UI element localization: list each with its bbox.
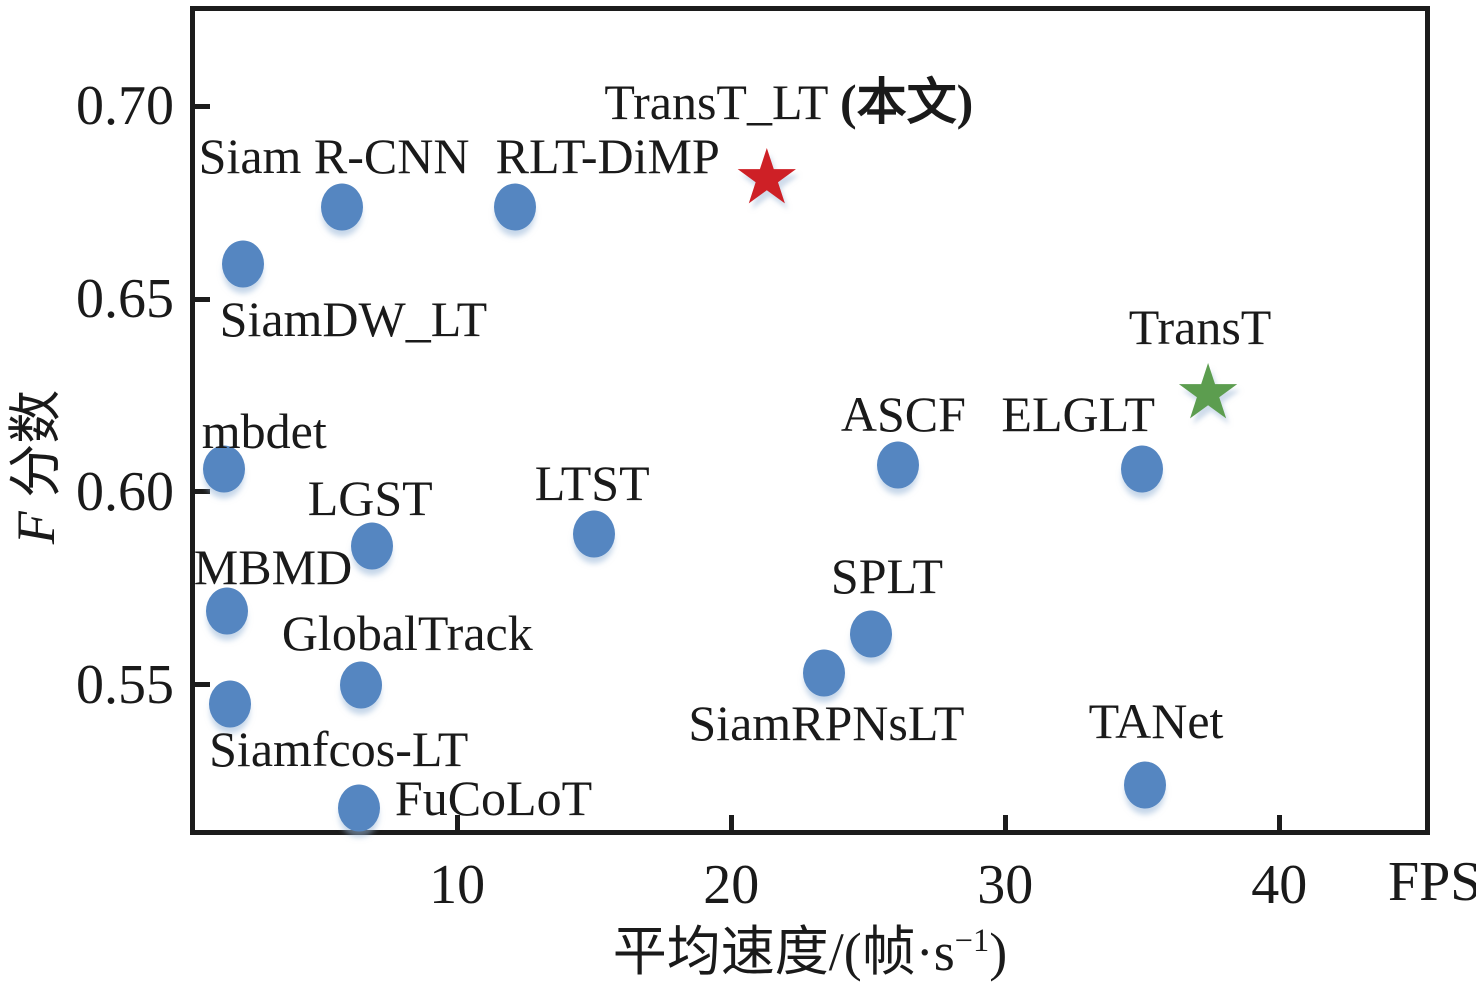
point-label-ascf: ASCF: [840, 385, 966, 442]
x-axis-title-superscript: −1: [954, 923, 990, 959]
x-tick-label-20: 20: [703, 854, 760, 916]
point-label-siamfcos-lt: Siamfcos-LT: [209, 720, 469, 777]
x-tick-mark-30: [1002, 815, 1008, 835]
y-tick-label-0-55: 0.55: [76, 653, 174, 716]
point-rlt-dimp: [493, 183, 536, 230]
x-tick-label-30: 30: [977, 854, 1034, 916]
point-ltst: [573, 510, 616, 558]
y-tick-mark-0-55: [190, 682, 210, 688]
x-tick-mark-10: [454, 815, 460, 835]
point-label-siamrpnslt: SiamRPNsLT: [688, 695, 965, 752]
point-globaltrack: [340, 661, 383, 709]
point-label-rlt-dimp: RLT-DiMP: [495, 127, 720, 184]
point-mbdet: [203, 445, 246, 493]
point-mbmd: [205, 587, 248, 635]
x-axis-title: 平均速度/(帧·s−1): [613, 925, 1007, 979]
point-siam-r-cnn: [321, 183, 364, 230]
x-tick-mark-20: [728, 815, 734, 835]
point-splt: [849, 610, 892, 658]
point-ascf: [877, 441, 920, 489]
plot-layer: 10 20 30 40 0.55 0.60 0.65 0.70 Siam R-CNN RLT-Di…: [76, 6, 1430, 914]
x-tick-label-10: 10: [429, 854, 486, 916]
point-siamfcos-lt: [208, 680, 251, 728]
point-fucolot: [337, 784, 380, 832]
y-tick-mark-0-65: [190, 296, 210, 302]
point-label-mbmd: MBMD: [193, 539, 353, 596]
point-siamdw-lt: [222, 240, 265, 288]
point-label-bold-transt-lt: (本文): [840, 73, 974, 130]
point-label-ltst: LTST: [534, 455, 650, 512]
point-lgst: [351, 522, 394, 570]
y-tick-label-0-65: 0.65: [76, 268, 174, 331]
x-axis-unit-label: FPS: [1388, 851, 1476, 913]
point-label-transt-lt: TransT_LT (本文): [604, 73, 974, 130]
x-axis-title-prefix: 平均速度/(帧·s: [612, 922, 955, 982]
point-label-transt: TransT: [1128, 299, 1272, 356]
y-tick-mark-0-70: [190, 103, 210, 109]
y-tick-label-0-60: 0.60: [76, 460, 174, 523]
y-axis-title-text: 分数: [6, 389, 66, 512]
star-marker-transt-lt: ★: [732, 131, 801, 221]
point-tanet: [1124, 761, 1166, 809]
y-axis-title-f: F: [6, 511, 66, 545]
point-label-siam-r-cnn: Siam R-CNN: [198, 127, 470, 184]
point-label-lgst: LGST: [307, 469, 433, 526]
x-tick-label-40: 40: [1251, 854, 1308, 916]
x-axis-title-suffix: ): [989, 922, 1008, 982]
point-label-siamdw-lt: SiamDW_LT: [219, 291, 488, 348]
point-elglt: [1121, 445, 1164, 493]
x-tick-mark-40: [1276, 815, 1282, 835]
point-label-mbdet: mbdet: [201, 402, 327, 459]
y-tick-label-0-70: 0.70: [76, 75, 174, 138]
point-label-fucolot: FuCoLoT: [394, 770, 593, 826]
point-label-splt: SPLT: [830, 548, 944, 605]
y-axis-title: F 分数: [6, 389, 66, 545]
point-label-elglt: ELGLT: [1001, 385, 1156, 442]
y-tick-mark-0-60: [190, 489, 210, 495]
point-label-globaltrack: GlobalTrack: [281, 604, 533, 661]
point-siamrpnslt: [803, 649, 846, 697]
star-marker-transt: ★: [1173, 347, 1243, 437]
point-label-tanet: TANet: [1088, 692, 1224, 749]
